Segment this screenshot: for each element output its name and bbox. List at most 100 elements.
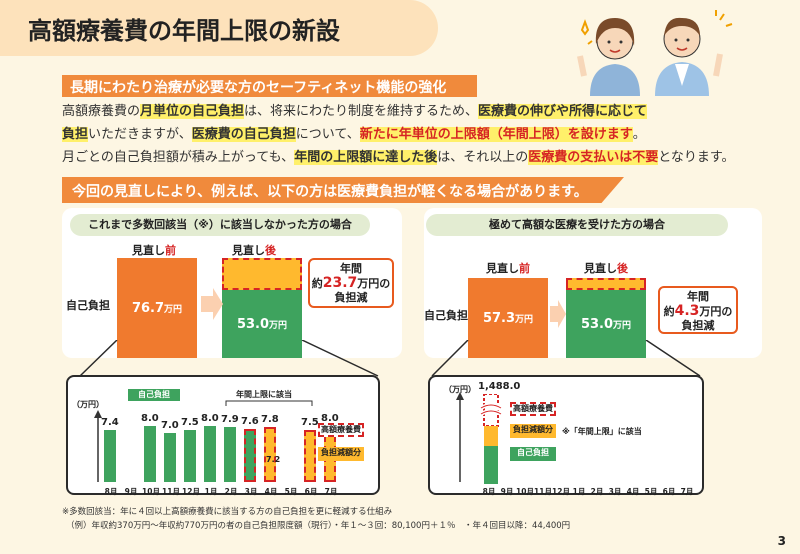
- right-after-label: 見直し後: [584, 260, 628, 276]
- left-legend-own: 自己負担: [128, 389, 180, 401]
- bar-unit: 万円: [269, 320, 288, 331]
- month-label: 6月: [662, 487, 676, 496]
- left-legend-reduce: 負担減額分: [318, 447, 364, 461]
- monthly-bar: [104, 430, 116, 482]
- right-callout: 年間 約4.3万円の 負担減: [658, 286, 738, 334]
- callout-line: 年間: [340, 262, 362, 275]
- footnote-2: （例）年収約370万円～年収約770万円の者の自己負担限度額（現行）・年１～３回…: [66, 521, 571, 531]
- right-compare-arrow: [550, 300, 566, 328]
- left-detail-yunit: （万円）: [72, 400, 104, 409]
- month-label: 12月: [182, 487, 200, 496]
- bar-value: 57.3: [482, 310, 516, 326]
- bar-unit: 万円: [613, 320, 632, 331]
- month-label: 8月: [482, 487, 496, 496]
- page-title: 高額療養費の年間上限の新設: [28, 17, 340, 45]
- after-label-text: 見直し: [584, 262, 617, 275]
- month-label: 3月: [608, 487, 622, 496]
- bar-value-label: 7.5: [301, 416, 319, 428]
- bar-value-label: 7.5: [181, 416, 199, 428]
- monthly-bar: [184, 429, 196, 482]
- subtitle: 長期にわたり治療が必要な方のセーフティネット機能の強化: [70, 80, 447, 96]
- left-after-reduce-bar: [222, 258, 302, 290]
- bar-unit: 万円: [164, 304, 183, 315]
- intro-text-span: 高額療養費の: [62, 104, 141, 119]
- right-big-value: 1,488.0: [478, 381, 521, 392]
- right-y-axis-arrow: [456, 392, 464, 482]
- bar-unit: 万円: [515, 314, 534, 325]
- monthly-bar: [144, 426, 156, 482]
- right-august-stack: [479, 394, 503, 484]
- left-after-bar: 53.0 万円: [222, 290, 302, 358]
- right-after-reduce-bar: [566, 278, 646, 290]
- right-before-bar: 57.3 万円: [468, 278, 548, 358]
- month-label: 2月: [590, 487, 604, 496]
- people-illustration: [577, 10, 733, 96]
- callout-line: 負担減: [681, 319, 715, 332]
- right-before-label: 見直し前: [486, 260, 530, 276]
- callout-amount: 約4.3万円の: [660, 304, 736, 319]
- sparkle-icon-right: [715, 10, 733, 27]
- intro-text-span: は、将来にわたり制度を維持するため、: [244, 104, 479, 119]
- right-detail-yunit: （万円）: [444, 385, 476, 394]
- callout-prefix: 約: [663, 305, 675, 318]
- right-after-bar: 53.0 万円: [566, 290, 646, 358]
- subtitle-band: [62, 75, 477, 97]
- bar-value-label: 8.0: [141, 413, 159, 424]
- before-mark: 前: [165, 244, 176, 257]
- bar-value: 53.0: [236, 316, 270, 332]
- month-label: 5月: [284, 487, 298, 496]
- right-cap-note: ※「年間上限」に該当: [562, 427, 642, 436]
- before-label-text: 見直し: [132, 244, 165, 257]
- month-label: 8月: [104, 487, 118, 496]
- left-case-heading: これまで多数回該当（※）に該当しなかった方の場合: [70, 214, 370, 236]
- month-label: 7月: [324, 487, 338, 496]
- before-mark: 前: [519, 262, 530, 275]
- right-legend-kogaku: 高額療養費: [510, 402, 556, 416]
- callout-unit: 万円の: [357, 277, 391, 290]
- banner-band: [62, 177, 624, 203]
- callout-amount: 約23.7万円の: [310, 276, 392, 291]
- month-label: 6月: [304, 487, 318, 496]
- intro-text-span: について、: [295, 127, 360, 142]
- sparkle-icon: [580, 19, 593, 45]
- bar-value-label: 8.0: [321, 413, 339, 424]
- intro-emphasis: 年間の上限額に達した後: [294, 150, 438, 165]
- bar-value-label: 7.8: [261, 414, 279, 426]
- left-row-label: 自己負担: [66, 299, 110, 312]
- intro-line-2: 負担いただきますが、医療費の自己負担について、新たに年単位の上限額（年間上限）を…: [62, 123, 762, 146]
- intro-emphasis: 月単位の自己負担: [140, 104, 245, 119]
- month-label: 1月: [572, 487, 586, 496]
- left-cap-bracket: [225, 400, 313, 406]
- left-y-axis-arrow: [94, 410, 102, 482]
- callout-prefix: 約: [311, 277, 323, 290]
- monthly-bar: [164, 433, 176, 482]
- intro-text: 高額療養費の月単位の自己負担は、将来にわたり制度を維持するため、医療費の伸びや所…: [62, 100, 762, 169]
- woman-icon: [577, 18, 640, 96]
- callout-line: 年間: [687, 290, 709, 303]
- callout-unit: 万円の: [699, 305, 733, 318]
- bar-value-label: 7.0: [161, 420, 179, 431]
- month-label: 7月: [680, 487, 694, 496]
- intro-line-3: 月ごとの自己負担額が積み上がっても、年間の上限額に達した後は、それ以上の医療費の…: [62, 146, 762, 169]
- bar-value-label: 7.9: [221, 413, 239, 425]
- month-label: 3月: [244, 487, 258, 496]
- left-before-label: 見直し前: [132, 242, 176, 258]
- month-label: 9月: [500, 487, 514, 496]
- footnote-1: ※多数回該当：年に４回以上高額療養費に該当する方の自己負担を更に軽減する仕組み: [62, 507, 393, 517]
- before-label-text: 見直し: [486, 262, 519, 275]
- month-label: 12月: [552, 487, 570, 496]
- right-row-label: 自己負担: [424, 309, 468, 322]
- right-legend-reduce: 負担減額分: [510, 424, 556, 438]
- month-label: 11月: [534, 487, 552, 496]
- banner-text: 今回の見直しにより、例えば、以下の方は医療費負担が軽くなる場合があります。: [72, 184, 588, 200]
- intro-line-1: 高額療養費の月単位の自己負担は、将来にわたり制度を維持するため、医療費の伸びや所…: [62, 100, 762, 123]
- month-label: 4月: [264, 487, 278, 496]
- monthly-bar: [244, 428, 256, 482]
- inner-value-label: 7.2: [266, 455, 281, 464]
- left-legend-cap: 年間上限に該当: [236, 390, 292, 399]
- bar-value: 53.0: [580, 316, 614, 332]
- intro-highlight: 新たに年単位の上限額（年間上限）を設けます: [359, 127, 633, 142]
- monthly-bar: [204, 426, 216, 482]
- left-compare-arrow: [201, 288, 223, 320]
- bar-value-label: 8.0: [201, 413, 219, 424]
